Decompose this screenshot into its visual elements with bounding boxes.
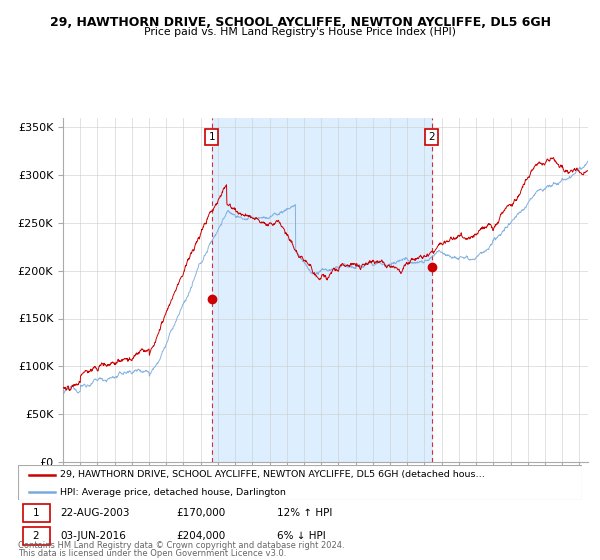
Text: 03-JUN-2016: 03-JUN-2016 — [60, 531, 126, 541]
Bar — [212, 118, 432, 462]
Text: 2: 2 — [33, 531, 40, 541]
Text: 1: 1 — [33, 508, 40, 518]
FancyBboxPatch shape — [18, 465, 582, 500]
Text: HPI: Average price, detached house, Darlington: HPI: Average price, detached house, Darl… — [60, 488, 286, 497]
Text: 29, HAWTHORN DRIVE, SCHOOL AYCLIFFE, NEWTON AYCLIFFE, DL5 6GH (detached hous…: 29, HAWTHORN DRIVE, SCHOOL AYCLIFFE, NEW… — [60, 470, 485, 479]
Text: 2: 2 — [428, 132, 435, 142]
Text: This data is licensed under the Open Government Licence v3.0.: This data is licensed under the Open Gov… — [18, 549, 286, 558]
FancyBboxPatch shape — [23, 504, 50, 522]
Text: 1: 1 — [208, 132, 215, 142]
Text: 29, HAWTHORN DRIVE, SCHOOL AYCLIFFE, NEWTON AYCLIFFE, DL5 6GH: 29, HAWTHORN DRIVE, SCHOOL AYCLIFFE, NEW… — [49, 16, 551, 29]
FancyBboxPatch shape — [23, 526, 50, 545]
Text: £204,000: £204,000 — [176, 531, 225, 541]
Text: 6% ↓ HPI: 6% ↓ HPI — [277, 531, 326, 541]
Text: 12% ↑ HPI: 12% ↑ HPI — [277, 508, 333, 518]
Text: £170,000: £170,000 — [176, 508, 225, 518]
Text: Contains HM Land Registry data © Crown copyright and database right 2024.: Contains HM Land Registry data © Crown c… — [18, 541, 344, 550]
Text: Price paid vs. HM Land Registry's House Price Index (HPI): Price paid vs. HM Land Registry's House … — [144, 27, 456, 37]
Text: 22-AUG-2003: 22-AUG-2003 — [60, 508, 130, 518]
